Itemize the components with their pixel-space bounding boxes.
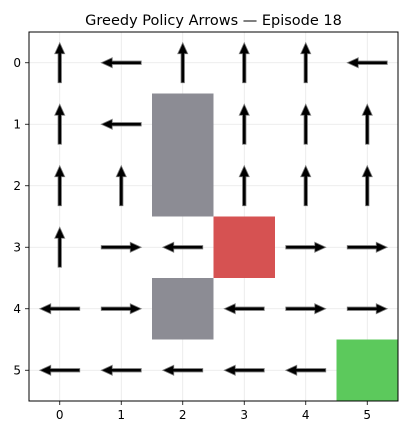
policy-arrow-left — [38, 303, 81, 315]
policy-arrow-up — [361, 103, 373, 145]
policy-arrow-left — [38, 364, 81, 376]
policy-arrow-up — [238, 41, 250, 84]
x-tick-label: 1 — [117, 408, 125, 422]
wall-cell — [152, 93, 214, 155]
policy-arrow-left — [284, 364, 327, 376]
plot-frame — [28, 31, 399, 402]
x-tick-label: 2 — [179, 408, 187, 422]
goal-cell — [336, 339, 398, 401]
policy-arrow-right — [285, 303, 327, 315]
y-tick-label: 0 — [13, 56, 21, 70]
policy-arrow-up — [238, 164, 250, 207]
trap-cell — [213, 216, 275, 278]
policy-arrow-right — [285, 241, 327, 253]
policy-arrow-up — [115, 164, 127, 207]
policy-arrow-left — [161, 364, 204, 376]
y-tick-label: 1 — [13, 118, 21, 132]
policy-arrow-up — [177, 41, 189, 84]
policy-arrow-up — [54, 41, 66, 84]
policy-arrow-up — [300, 164, 312, 207]
policy-arrow-up — [361, 164, 373, 207]
y-tick-label: 5 — [13, 364, 21, 378]
y-tick-label: 2 — [13, 179, 21, 193]
policy-arrow-up — [300, 41, 312, 84]
grid-cells — [152, 93, 398, 401]
policy-arrow-left — [346, 57, 388, 69]
policy-arrow-left — [161, 241, 204, 253]
policy-arrow-left — [100, 364, 142, 376]
policy-arrow-up — [54, 103, 66, 145]
policy-arrow-up — [54, 226, 66, 268]
policy-arrow-up — [238, 103, 250, 145]
policy-arrow-left — [100, 118, 142, 130]
x-tick-label: 5 — [363, 408, 371, 422]
policy-arrow-left — [223, 303, 265, 315]
policy-arrow-right — [346, 241, 389, 253]
policy-arrow-right — [100, 303, 143, 315]
policy-arrow-up — [54, 164, 66, 207]
policy-arrow-left — [100, 57, 142, 69]
y-tick-label: 4 — [13, 302, 21, 316]
x-tick-label: 4 — [302, 408, 310, 422]
policy-arrow-left — [223, 364, 265, 376]
axis-ticks: 0 1 2 3 4 5 0 1 2 3 4 5 — [13, 56, 371, 422]
chart-title: Greedy Policy Arrows — Episode 18 — [85, 13, 342, 29]
x-tick-label: 3 — [240, 408, 248, 422]
wall-cell — [152, 155, 214, 217]
wall-cell — [152, 278, 214, 340]
x-tick-label: 0 — [56, 408, 64, 422]
policy-arrow-right — [346, 303, 389, 315]
policy-arrow-right — [100, 241, 143, 253]
y-tick-label: 3 — [13, 241, 21, 255]
policy-arrow-up — [300, 103, 312, 145]
policy-arrows — [38, 41, 389, 376]
